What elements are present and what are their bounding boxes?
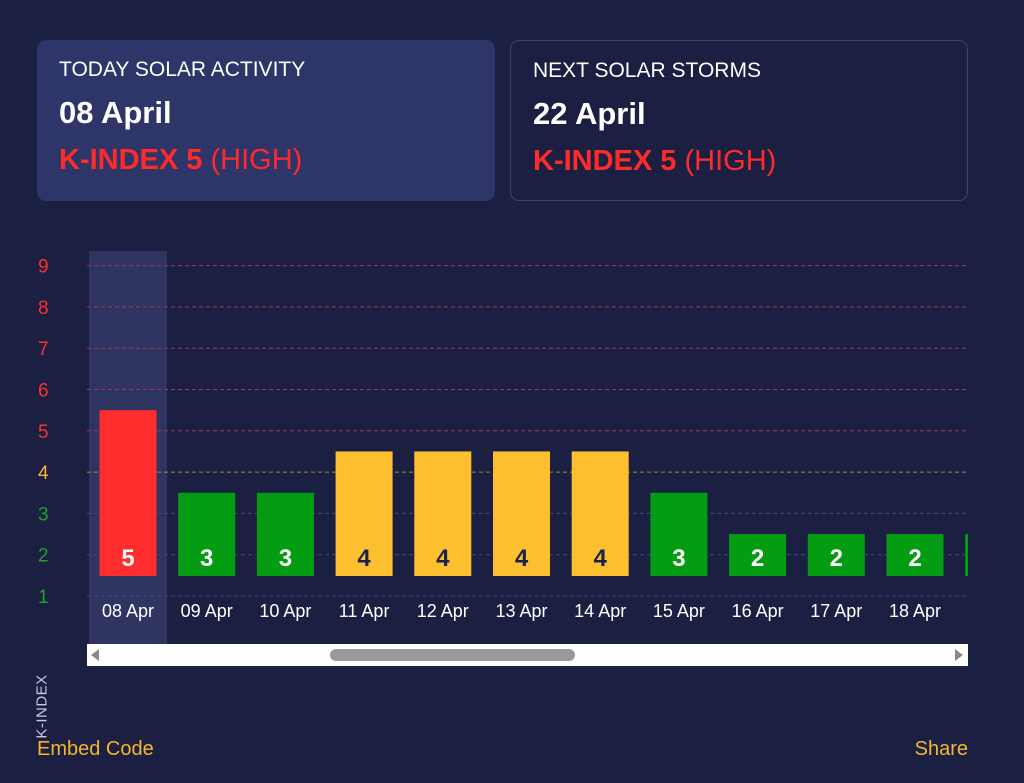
scroll-left-arrow-icon[interactable] (91, 649, 99, 661)
y-axis-title: K-INDEX (33, 674, 51, 739)
next-storms-card: NEXT SOLAR STORMS 22 April K-INDEX 5 (HI… (510, 40, 968, 201)
y-tick-label: 1 (38, 587, 49, 608)
x-tick-label: 10 Apr (259, 601, 311, 621)
bar-value-label: 2 (908, 545, 921, 572)
bar-value-label: 4 (357, 545, 371, 572)
x-tick-label: 18 Apr (889, 601, 941, 621)
bars-group: 5 08 Apr 3 09 Apr 3 10 Apr 4 11 Apr 4 12 Apr 4 13 A… (99, 410, 1020, 621)
y-tick-label: 6 (38, 381, 49, 402)
next-kindex-level: (HIGH) (684, 145, 777, 177)
bar (886, 534, 944, 576)
bar-value-label: 4 (594, 545, 608, 572)
bar (650, 492, 708, 576)
bar (729, 534, 787, 576)
scroll-thumb[interactable] (330, 649, 575, 661)
bar (571, 451, 629, 576)
bar (178, 492, 236, 576)
chart-horizontal-scrollbar[interactable] (87, 644, 968, 666)
next-kindex: K-INDEX 5 (HIGH) (533, 145, 945, 178)
bar-value-label: 2 (830, 545, 843, 572)
bar-value-label: 4 (515, 545, 529, 572)
x-tick-label: 11 Apr (339, 601, 390, 621)
today-activity-card: TODAY SOLAR ACTIVITY 08 April K-INDEX 5 … (37, 40, 495, 201)
bar (965, 534, 968, 576)
y-tick-label: 3 (38, 504, 49, 525)
today-kindex: K-INDEX 5 (HIGH) (59, 144, 473, 177)
x-tick-label: 12 Apr (417, 601, 469, 621)
bar (335, 451, 393, 576)
y-tick-label: 9 (38, 257, 49, 278)
scroll-right-arrow-icon[interactable] (955, 649, 963, 661)
x-tick-label: 17 Apr (810, 601, 862, 621)
next-date: 22 April (533, 96, 646, 131)
y-tick-label: 8 (38, 298, 49, 319)
x-tick-label: 13 Apr (495, 601, 547, 621)
bar-value-label: 4 (436, 545, 450, 572)
bar (414, 451, 472, 576)
bar-value-label: 3 (279, 545, 292, 572)
today-kindex-value: K-INDEX 5 (59, 144, 203, 176)
today-heading: TODAY SOLAR ACTIVITY (59, 58, 306, 81)
bar-value-label: 5 (121, 545, 134, 572)
bar (493, 451, 550, 576)
bar (256, 492, 314, 576)
x-tick-label: 16 Apr (732, 601, 784, 621)
bar-value-label: 2 (751, 545, 764, 572)
y-tick-label: 5 (38, 422, 49, 443)
bar (99, 410, 157, 576)
next-heading: NEXT SOLAR STORMS (533, 59, 761, 82)
x-tick-label: 14 Apr (574, 601, 626, 621)
bar-value-label: 3 (672, 545, 685, 572)
next-kindex-value: K-INDEX 5 (533, 145, 677, 177)
kindex-bar-chart: 1 2 3 4 5 6 7 8 9 5 08 Apr 3 09 Apr 3 10 Apr 4 11 Apr 4 12… (38, 251, 1020, 644)
bar (807, 534, 865, 576)
y-tick-label: 4 (38, 463, 49, 484)
share-link[interactable]: Share (914, 738, 968, 760)
x-tick-label: 09 Apr (181, 601, 233, 621)
bar-value-label: 2 (987, 545, 1000, 572)
today-kindex-level: (HIGH) (210, 144, 303, 176)
y-tick-label: 7 (38, 339, 49, 360)
embed-code-link[interactable]: Embed Code (37, 738, 154, 760)
y-tick-label: 2 (38, 546, 49, 567)
x-tick-label: 08 Apr (102, 601, 154, 621)
today-date: 08 April (59, 95, 172, 130)
x-tick-label: 15 Apr (653, 601, 705, 621)
x-tick-label: 19 Apr (968, 601, 1020, 621)
bar-value-label: 3 (200, 545, 213, 572)
